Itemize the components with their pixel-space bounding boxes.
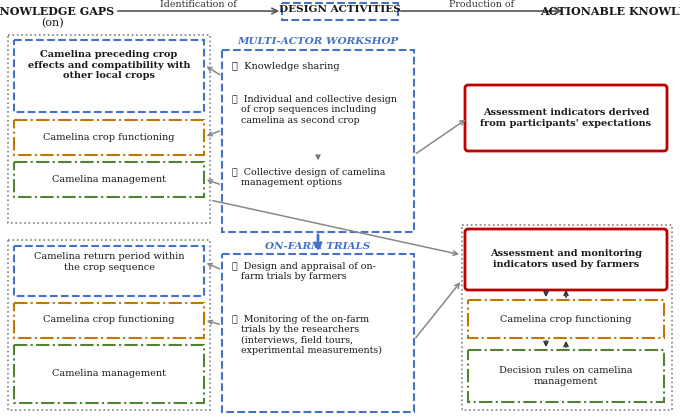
Text: Assessment indicators derived
from participants' expectations: Assessment indicators derived from parti… <box>481 108 651 128</box>
Bar <box>14 345 204 403</box>
Text: (on): (on) <box>41 18 63 28</box>
Text: ①  Knowledge sharing: ① Knowledge sharing <box>232 62 339 71</box>
Bar <box>8 35 210 223</box>
Text: ON-FARM TRIALS: ON-FARM TRIALS <box>265 242 371 251</box>
Text: Camelina preceding crop
effects and compatibility with
other local crops: Camelina preceding crop effects and comp… <box>28 50 190 80</box>
Text: Identification of: Identification of <box>160 0 237 9</box>
Text: ②  Individual and collective design
   of crop sequences including
   camelina a: ② Individual and collective design of cr… <box>232 95 397 125</box>
Bar <box>8 240 210 410</box>
Text: ⑤  Monitoring of the on-farm
   trials by the researchers
   (interviews, field : ⑤ Monitoring of the on-farm trials by th… <box>232 315 382 355</box>
Text: ③  Collective design of camelina
   management options: ③ Collective design of camelina manageme… <box>232 168 386 187</box>
Text: Camelina crop functioning: Camelina crop functioning <box>44 316 175 324</box>
Text: Production of: Production of <box>449 0 515 9</box>
Bar <box>462 225 672 410</box>
Text: Camelina crop functioning: Camelina crop functioning <box>44 133 175 142</box>
Bar <box>222 254 414 412</box>
Bar <box>14 120 204 155</box>
Bar <box>14 40 204 112</box>
Bar <box>14 303 204 338</box>
Text: Camelina return period within
the crop sequence: Camelina return period within the crop s… <box>34 252 184 272</box>
Text: Decision rules on camelina
management: Decision rules on camelina management <box>499 366 633 386</box>
Text: MULTI-ACTOR WORKSHOP: MULTI-ACTOR WORKSHOP <box>237 37 398 46</box>
Bar <box>222 50 414 232</box>
Text: ACTIONABLE KNOWLEDGE: ACTIONABLE KNOWLEDGE <box>541 6 680 17</box>
Text: ④  Design and appraisal of on-
   farm trials by farmers: ④ Design and appraisal of on- farm trial… <box>232 262 376 281</box>
FancyBboxPatch shape <box>465 229 667 290</box>
Text: Camelina crop functioning: Camelina crop functioning <box>500 314 632 324</box>
Text: Camelina management: Camelina management <box>52 370 166 379</box>
Bar <box>468 350 664 402</box>
Text: Camelina management: Camelina management <box>52 174 166 184</box>
Text: Assessment and monitoring
indicators used by farmers: Assessment and monitoring indicators use… <box>490 249 642 269</box>
Bar <box>282 3 398 20</box>
Bar <box>14 162 204 197</box>
Bar <box>14 246 204 296</box>
Text: DESIGN ACTIVITIES: DESIGN ACTIVITIES <box>279 5 401 14</box>
FancyBboxPatch shape <box>465 85 667 151</box>
Bar <box>468 300 664 338</box>
Text: KNOWLEDGE GAPS: KNOWLEDGE GAPS <box>0 6 114 17</box>
